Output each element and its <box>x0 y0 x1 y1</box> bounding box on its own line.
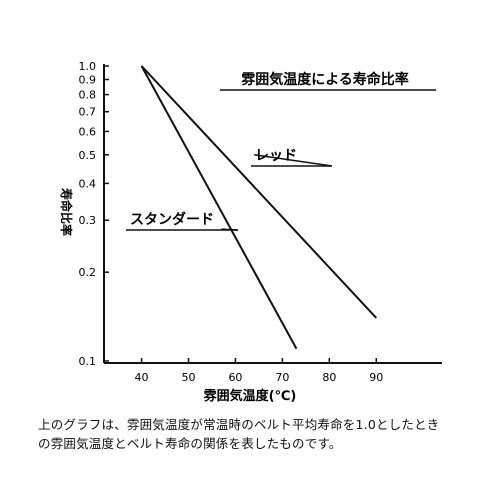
y-tick-label: 0.3 <box>79 214 97 227</box>
y-tick-label: 0.9 <box>79 73 97 86</box>
x-tick-label: 90 <box>369 371 383 384</box>
y-tick-label: 1.0 <box>79 60 97 73</box>
caption: 上のグラフは、雰囲気温度が常温時のベルト平均寿命を1.0としたとき の雰囲気温度… <box>38 415 478 453</box>
caption-line-2: の雰囲気温度とベルト寿命の関係を表したものです。 <box>38 436 342 451</box>
x-axis-title: 雰囲気温度(℃) <box>204 388 297 404</box>
y-tick-label: 0.4 <box>79 177 97 190</box>
series-line-red <box>140 65 378 319</box>
x-tick-label: 40 <box>135 371 149 384</box>
x-tick-label: 80 <box>322 371 336 384</box>
chart-title: 雰囲気温度による寿命比率 <box>241 71 409 88</box>
y-tick-label: 0.5 <box>79 149 97 162</box>
y-tick-label: 0.8 <box>79 89 97 102</box>
y-tick-label: 0.1 <box>79 355 97 368</box>
x-tick-label: 60 <box>228 371 242 384</box>
series-label: スタンダード <box>130 211 214 228</box>
y-tick-label: 0.7 <box>79 106 97 119</box>
series-label-leader <box>254 154 333 167</box>
y-axis-title: 寿命比率 <box>59 188 74 236</box>
caption-line-1: 上のグラフは、雰囲気温度が常温時のベルト平均寿命を1.0としたとき <box>38 417 440 432</box>
x-tick-label: 70 <box>275 371 289 384</box>
y-tick-label: 0.6 <box>79 125 97 138</box>
x-tick-label: 50 <box>182 371 196 384</box>
series-line-standard <box>140 65 298 350</box>
y-tick-label: 0.2 <box>79 266 97 279</box>
chart-title-box: 雰囲気温度による寿命比率 <box>220 71 436 91</box>
chart: 1.00.9 0.8 0.7 0.6 0.5 0.4 0.3 0.2 0.1 40 50 60 70 8… <box>59 60 442 404</box>
